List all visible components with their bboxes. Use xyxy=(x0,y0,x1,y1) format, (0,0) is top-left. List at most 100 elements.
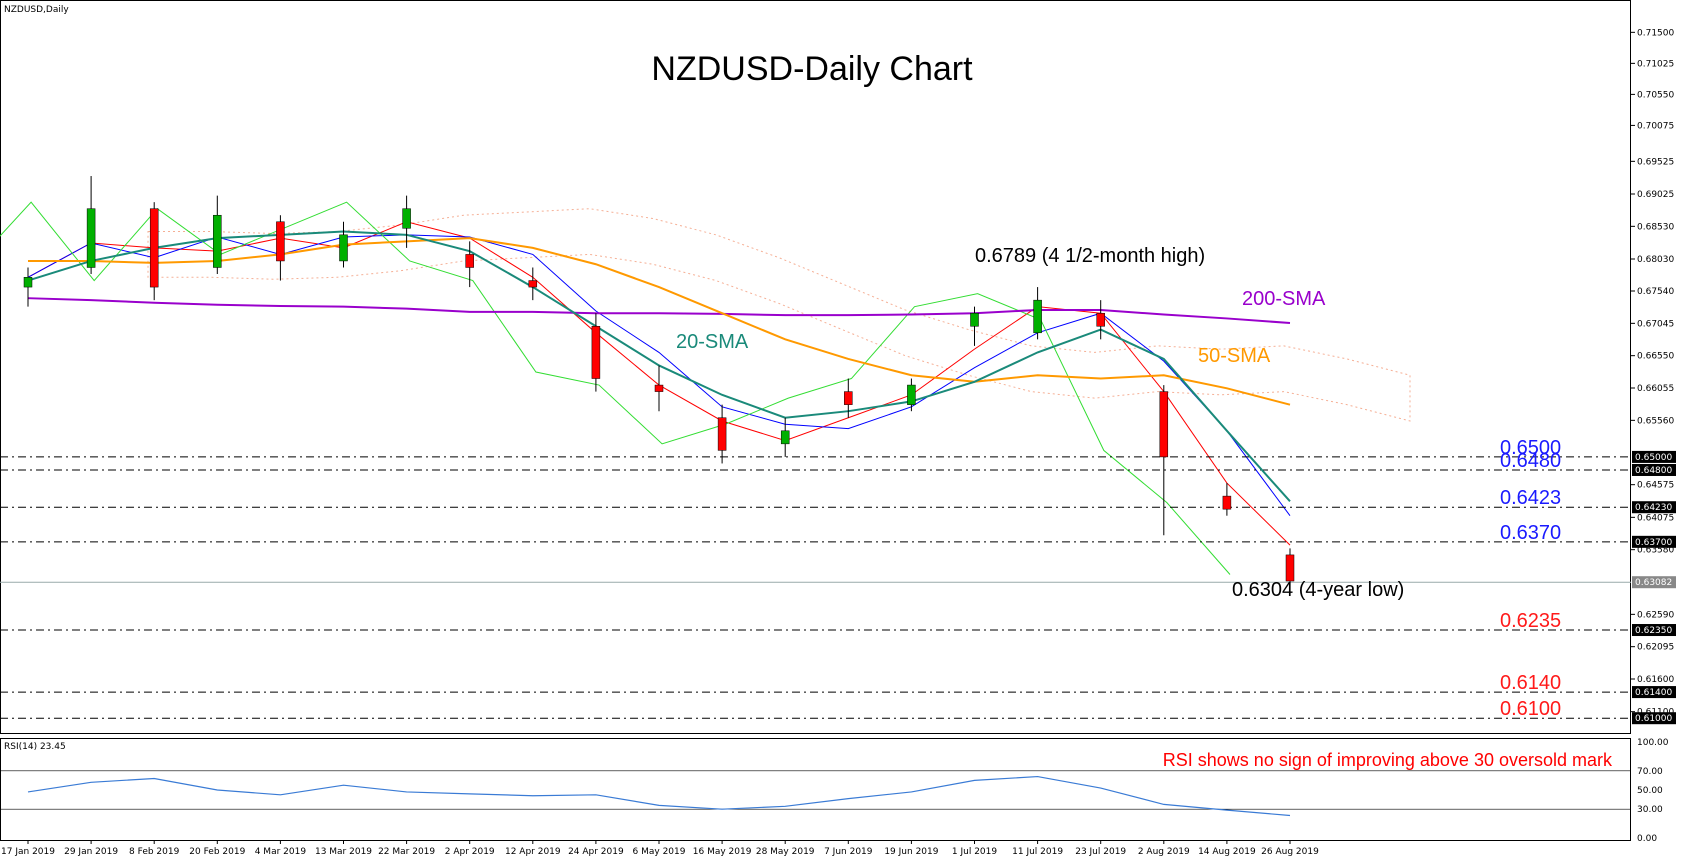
level-tag-0-62350: 0.62350 xyxy=(1635,626,1672,636)
x-tick-label: 2 Aug 2019 xyxy=(1138,847,1190,857)
level-tag-0-63700: 0.63700 xyxy=(1635,538,1672,548)
candle-body xyxy=(654,384,664,392)
x-tick-label: 1 Jul 2019 xyxy=(952,847,997,857)
y-tick-label: 0.71025 xyxy=(1637,59,1674,69)
y-tick-label: 0.61100 xyxy=(1637,708,1674,718)
main-panel-frame xyxy=(0,0,1631,734)
level-tag-0-64230: 0.64230 xyxy=(1635,503,1672,513)
level-label-0-6370: 0.6370 xyxy=(1500,522,1561,544)
level-tag-bg-0-65000 xyxy=(1632,450,1676,463)
x-tick-label: 6 May 2019 xyxy=(633,847,686,857)
level-label-0-6500: 0.6500 xyxy=(1500,437,1561,459)
x-tick-label: 17 Jan 2019 xyxy=(1,847,55,857)
y-tick-label: 0.66055 xyxy=(1637,384,1674,394)
rsi-panel-label: RSI(14) 23.45 xyxy=(4,742,66,752)
low-annotation: 0.6304 (4-year low) xyxy=(1232,579,1404,601)
rsi-panel: 100.00 70.00 50.00 30.00 0.00 xyxy=(0,738,1669,844)
y-tick-label: 0.71500 xyxy=(1637,28,1674,38)
x-tick-label: 23 Jul 2019 xyxy=(1075,847,1126,857)
candle-body xyxy=(213,214,222,268)
cloud-outline xyxy=(147,208,1411,422)
candle-body xyxy=(23,277,33,288)
level-tag-bg-0-64230 xyxy=(1632,501,1676,514)
candle-body xyxy=(339,234,348,262)
candle-body xyxy=(149,208,159,288)
x-tick-label: 29 Jan 2019 xyxy=(64,847,118,857)
candle-body xyxy=(1285,554,1295,582)
x-tick-label: 26 Aug 2019 xyxy=(1261,847,1319,857)
y-tick-label: 0.64575 xyxy=(1637,481,1674,491)
candles xyxy=(23,176,1295,585)
y-tick-label: 0.63580 xyxy=(1637,546,1674,556)
current-price-tag: 0.63082 xyxy=(1635,578,1672,588)
rsi-tick-label: 70.00 xyxy=(1637,767,1663,777)
x-tick-label: 4 Mar 2019 xyxy=(255,847,307,857)
y-tick-label: 0.62095 xyxy=(1637,643,1674,653)
price-axis: 0.71500 0.71025 0.70550 0.70075 0.69525 0.690… xyxy=(1631,28,1674,718)
x-tick-label: 19 Jun 2019 xyxy=(884,847,938,857)
y-tick-label: 0.67045 xyxy=(1637,319,1674,329)
level-label-0-6100: 0.6100 xyxy=(1500,698,1561,720)
level-label-0-6140: 0.6140 xyxy=(1500,672,1561,694)
candle-body xyxy=(717,417,727,451)
y-tick-label: 0.70075 xyxy=(1637,121,1674,131)
candle-body xyxy=(1033,299,1042,334)
x-tick-label: 7 Jun 2019 xyxy=(824,847,873,857)
y-tick-label: 0.68030 xyxy=(1637,255,1674,265)
rsi-tick-label: 100.00 xyxy=(1637,738,1669,748)
candle-body xyxy=(1222,495,1232,510)
chart-title: NZDUSD-Daily Chart xyxy=(651,50,973,88)
x-tick-label: 8 Feb 2019 xyxy=(129,847,180,857)
sma200-label: 200-SMA xyxy=(1242,288,1326,310)
sma50-label: 50-SMA xyxy=(1198,345,1271,367)
x-tick-label: 2 Apr 2019 xyxy=(445,847,495,857)
level-tag-0-65000: 0.65000 xyxy=(1635,453,1672,463)
rsi-tick-label: 0.00 xyxy=(1637,834,1657,844)
rsi-tick-label: 50.00 xyxy=(1637,786,1663,796)
level-tag-0-64800: 0.64800 xyxy=(1635,466,1672,476)
level-label-0-6423: 0.6423 xyxy=(1500,487,1561,509)
candle-body xyxy=(907,384,916,405)
candle-body xyxy=(402,208,411,229)
y-tick-label: 0.61600 xyxy=(1637,675,1674,685)
candle-body xyxy=(1096,312,1105,327)
level-tag-bg-0-61000 xyxy=(1632,712,1676,725)
y-tick-label: 0.65560 xyxy=(1637,416,1674,426)
level-label-0-6235: 0.6235 xyxy=(1500,610,1561,632)
x-tick-label: 28 May 2019 xyxy=(756,847,815,857)
y-tick-label: 0.70550 xyxy=(1637,90,1674,100)
y-tick-label: 0.64075 xyxy=(1637,513,1674,523)
candle-body xyxy=(780,430,790,445)
date-axis: 17 Jan 2019 29 Jan 2019 8 Feb 2019 20 Feb 2… xyxy=(1,840,1319,857)
high-annotation: 0.6789 (4 1/2-month high) xyxy=(975,245,1205,267)
symbol-label: NZDUSD,Daily xyxy=(4,5,69,15)
x-tick-label: 24 Apr 2019 xyxy=(568,847,624,857)
ichimoku-cloud xyxy=(147,208,1411,422)
candle-body xyxy=(591,326,601,379)
x-tick-label: 22 Mar 2019 xyxy=(378,847,435,857)
x-tick-label: 13 Mar 2019 xyxy=(315,847,372,857)
rsi-annotation: RSI shows no sign of improving above 30 … xyxy=(1163,750,1613,770)
y-tick-label: 0.69525 xyxy=(1637,157,1674,167)
candle-body xyxy=(1159,391,1169,458)
level-tag-bg-0-61400 xyxy=(1632,686,1676,699)
x-tick-label: 20 Feb 2019 xyxy=(189,847,245,857)
level-tag-bg-0-62350 xyxy=(1632,624,1676,637)
x-tick-label: 12 Apr 2019 xyxy=(505,847,561,857)
candle-body xyxy=(970,312,979,327)
sma20-label: 20-SMA xyxy=(676,331,749,353)
level-tag-bg-0-63700 xyxy=(1632,535,1676,548)
candle-body xyxy=(465,254,474,268)
candle-body xyxy=(276,221,285,262)
level-tag-0-61400: 0.61400 xyxy=(1635,688,1672,698)
level-tag-0-61000: 0.61000 xyxy=(1635,714,1672,724)
y-tick-label: 0.67540 xyxy=(1637,287,1674,297)
level-label-0-6480: 0.6480 xyxy=(1500,450,1561,472)
candle-body xyxy=(844,391,853,405)
sma-line-200-sma xyxy=(27,297,1291,325)
y-tick-label: 0.68530 xyxy=(1637,222,1674,232)
rsi-panel-frame xyxy=(0,738,1631,841)
x-tick-label: 11 Jul 2019 xyxy=(1012,847,1063,857)
